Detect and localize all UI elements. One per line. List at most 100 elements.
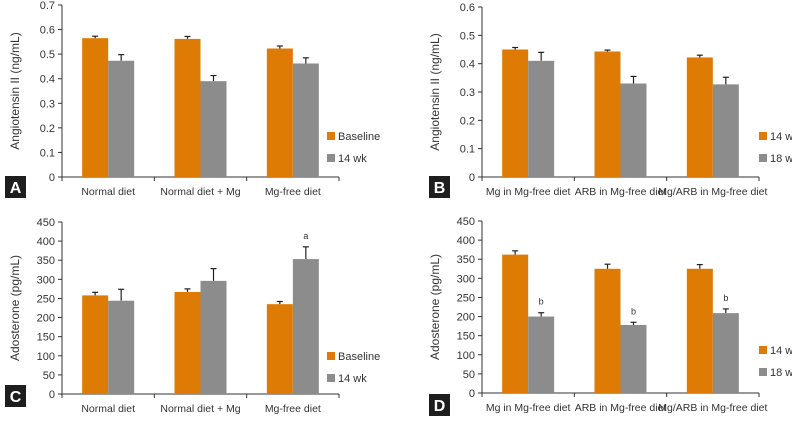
panel-label: C bbox=[10, 389, 22, 406]
bar-18-wk bbox=[620, 324, 647, 393]
y-tick-label: 50 bbox=[463, 369, 475, 381]
bar-baseline bbox=[82, 38, 109, 177]
x-tick-label: Mg in Mg-free diet bbox=[486, 402, 571, 414]
panel-label: B bbox=[434, 180, 446, 197]
y-axis-label: Angiotensin II (ng/mL) bbox=[428, 33, 442, 150]
panel-label-box bbox=[5, 385, 26, 407]
y-tick-label: 0 bbox=[469, 388, 475, 400]
y-tick-label: 200 bbox=[457, 312, 475, 324]
y-tick-label: 0 bbox=[49, 389, 55, 401]
x-tick-label: Normal diet + Mg bbox=[160, 403, 240, 415]
panel-label-box bbox=[429, 394, 450, 416]
y-tick-label: 300 bbox=[37, 274, 55, 286]
panel-label-box bbox=[429, 176, 450, 198]
x-tick-label: Mg/ARB in Mg-free diet bbox=[658, 186, 767, 198]
y-tick-label: 450 bbox=[37, 217, 55, 229]
y-tick-label: 400 bbox=[37, 236, 55, 248]
legend-label: 14 wk bbox=[770, 131, 792, 143]
y-tick-label: 0.3 bbox=[40, 98, 55, 110]
y-tick-label: 0.5 bbox=[460, 30, 475, 42]
bar-baseline bbox=[266, 304, 293, 394]
legend-label: 14 wk bbox=[770, 345, 792, 357]
bar-14-wk bbox=[686, 268, 713, 393]
chart-panel-d: 0 50 100 150 200 250 300 350 400 450 Adosterone (p… bbox=[428, 216, 792, 416]
bar-18-wk bbox=[528, 316, 555, 393]
y-tick-label: 0.1 bbox=[40, 147, 55, 159]
y-tick-label: 450 bbox=[457, 216, 475, 228]
y-tick-label: 0.6 bbox=[40, 25, 55, 37]
x-tick-label: Mg-free diet bbox=[265, 403, 321, 415]
x-tick-label: Mg-free diet bbox=[265, 186, 321, 198]
bar-18-wk bbox=[712, 84, 739, 177]
bar-baseline bbox=[82, 295, 109, 394]
y-tick-label: 0.6 bbox=[460, 2, 475, 14]
x-tick-label: Normal diet bbox=[81, 403, 135, 415]
bar-baseline bbox=[266, 48, 293, 178]
legend-label: 14 wk bbox=[338, 373, 367, 385]
legend-label: Baseline bbox=[338, 131, 380, 143]
x-tick-label: Normal diet + Mg bbox=[160, 186, 240, 198]
y-tick-label: 100 bbox=[457, 350, 475, 362]
bar-baseline bbox=[174, 291, 201, 394]
y-tick-label: 150 bbox=[37, 332, 55, 344]
bar-14-wk bbox=[502, 49, 529, 177]
bar-18-wk bbox=[620, 83, 647, 177]
y-axis-label: Adosterone (pg/mL) bbox=[428, 254, 442, 360]
bar-14-wk bbox=[108, 300, 135, 394]
x-tick-label: Mg/ARB in Mg-free diet bbox=[658, 402, 767, 414]
significance-label: b bbox=[539, 297, 544, 307]
y-tick-label: 0.1 bbox=[460, 144, 475, 156]
y-axis-label: Angiotensin II (ng/mL) bbox=[8, 32, 22, 149]
y-tick-label: 250 bbox=[37, 293, 55, 305]
bar-baseline bbox=[174, 38, 201, 178]
legend-swatch bbox=[327, 132, 335, 140]
bar-14-wk bbox=[108, 60, 135, 177]
bar-14-wk bbox=[594, 268, 621, 393]
bar-14-wk bbox=[502, 254, 529, 393]
legend-swatch bbox=[759, 132, 767, 140]
y-tick-label: 0 bbox=[469, 172, 475, 184]
y-tick-label: 400 bbox=[457, 235, 475, 247]
chart-panel-c: 0 50 100 150 200 250 300 350 400 450 Adosterone (p… bbox=[5, 217, 380, 415]
y-tick-label: 100 bbox=[37, 351, 55, 363]
panel-label: A bbox=[10, 180, 22, 197]
x-tick-label: ARB in Mg-free diet bbox=[575, 402, 667, 414]
significance-label: a bbox=[303, 231, 308, 241]
y-tick-label: 300 bbox=[457, 273, 475, 285]
legend-label: 14 wk bbox=[338, 153, 367, 165]
legend-label: 18 wk bbox=[770, 367, 792, 379]
y-axis-label: Adosterone (pg/mL) bbox=[8, 255, 22, 361]
y-tick-label: 350 bbox=[457, 254, 475, 266]
y-tick-label: 0 bbox=[49, 172, 55, 184]
y-tick-label: 0.7 bbox=[40, 0, 55, 12]
bar-18-wk bbox=[528, 60, 555, 178]
legend-label: 18 wk bbox=[770, 153, 792, 165]
legend-swatch bbox=[327, 154, 335, 162]
y-tick-label: 150 bbox=[457, 331, 475, 343]
bar-14-wk bbox=[292, 259, 319, 394]
y-tick-label: 0.4 bbox=[40, 74, 55, 86]
significance-label: b bbox=[723, 293, 728, 303]
panel-label: D bbox=[434, 398, 446, 415]
y-tick-label: 350 bbox=[37, 255, 55, 267]
y-tick-label: 250 bbox=[457, 292, 475, 304]
y-tick-label: 0.3 bbox=[460, 87, 475, 99]
legend-swatch bbox=[327, 374, 335, 382]
chart-panel-b: 0 0.1 0.2 0.3 0.4 0.5 0.6 Angiotensin II (ng/mL… bbox=[428, 2, 792, 198]
bar-14-wk bbox=[200, 280, 227, 394]
legend-swatch bbox=[759, 346, 767, 354]
legend-swatch bbox=[327, 352, 335, 360]
y-tick-label: 0.2 bbox=[460, 115, 475, 127]
y-tick-label: 0.5 bbox=[40, 49, 55, 61]
legend-label: Baseline bbox=[338, 351, 380, 363]
bar-14-wk bbox=[594, 51, 621, 177]
panel-label-box bbox=[5, 176, 26, 198]
x-tick-label: Mg in Mg-free diet bbox=[486, 186, 571, 198]
x-tick-label: ARB in Mg-free diet bbox=[575, 186, 667, 198]
legend-swatch bbox=[759, 368, 767, 376]
x-tick-label: Normal diet bbox=[81, 186, 135, 198]
significance-label: b bbox=[631, 306, 636, 316]
bar-14-wk bbox=[200, 81, 227, 177]
bar-14-wk bbox=[686, 57, 713, 177]
